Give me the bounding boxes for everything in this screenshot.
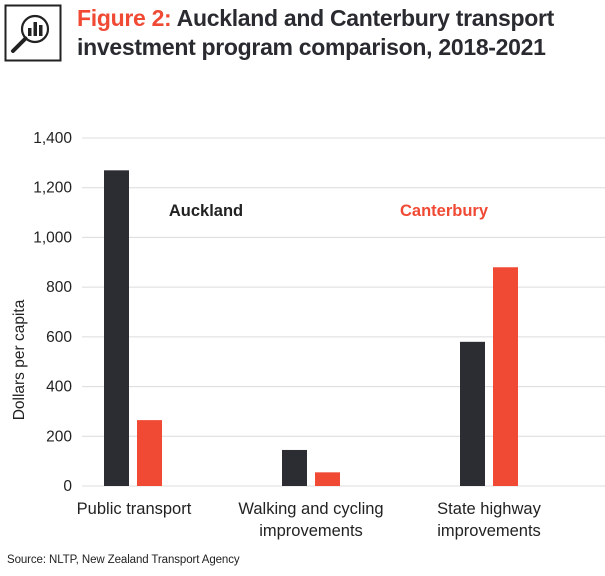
figure-title: Auckland and Canterbury transport invest… [77,5,554,60]
source-note: Source: NLTP, New Zealand Transport Agen… [7,554,240,566]
y-tick-label: 400 [46,379,72,396]
chart-title: Figure 2: Auckland and Canterbury transp… [77,4,602,62]
bar-auckland-2 [460,341,485,486]
legend-auckland: Auckland [169,202,243,220]
bar-chart: 0 200 400 600 800 1,000 1,200 1,400 Public tran… [11,130,605,540]
y-tick-label: 600 [46,329,72,346]
x-tick-label: Walking and cycling improvements [238,500,383,540]
x-tick-labels: Public transport Walking and cycling impro… [77,500,542,540]
magnifier-bar-chart-icon [4,4,62,62]
y-tick-label: 0 [63,478,72,495]
figure-header: Figure 2: Auckland and Canterbury transp… [0,0,605,80]
y-tick-label: 200 [46,428,72,445]
figure-label: Figure 2: [77,5,172,31]
bar-canterbury-1 [315,472,340,486]
y-tick-label: 1,000 [33,229,72,246]
y-axis-label: Dollars per capita [11,299,28,420]
bars [104,170,518,487]
bar-canterbury-0 [137,420,162,486]
legend: Auckland Canterbury [169,202,489,220]
y-tick-label: 1,400 [33,130,72,147]
y-tick-labels: 0 200 400 600 800 1,000 1,200 1,400 [33,130,72,495]
legend-canterbury: Canterbury [400,202,489,220]
y-tick-label: 800 [46,279,72,296]
x-tick-label: Public transport [77,500,192,518]
bar-auckland-0 [104,170,129,487]
y-tick-label: 1,200 [33,180,72,197]
x-tick-label: State highway improvements [437,500,541,540]
bar-auckland-1 [282,449,307,486]
bar-canterbury-2 [493,267,518,486]
